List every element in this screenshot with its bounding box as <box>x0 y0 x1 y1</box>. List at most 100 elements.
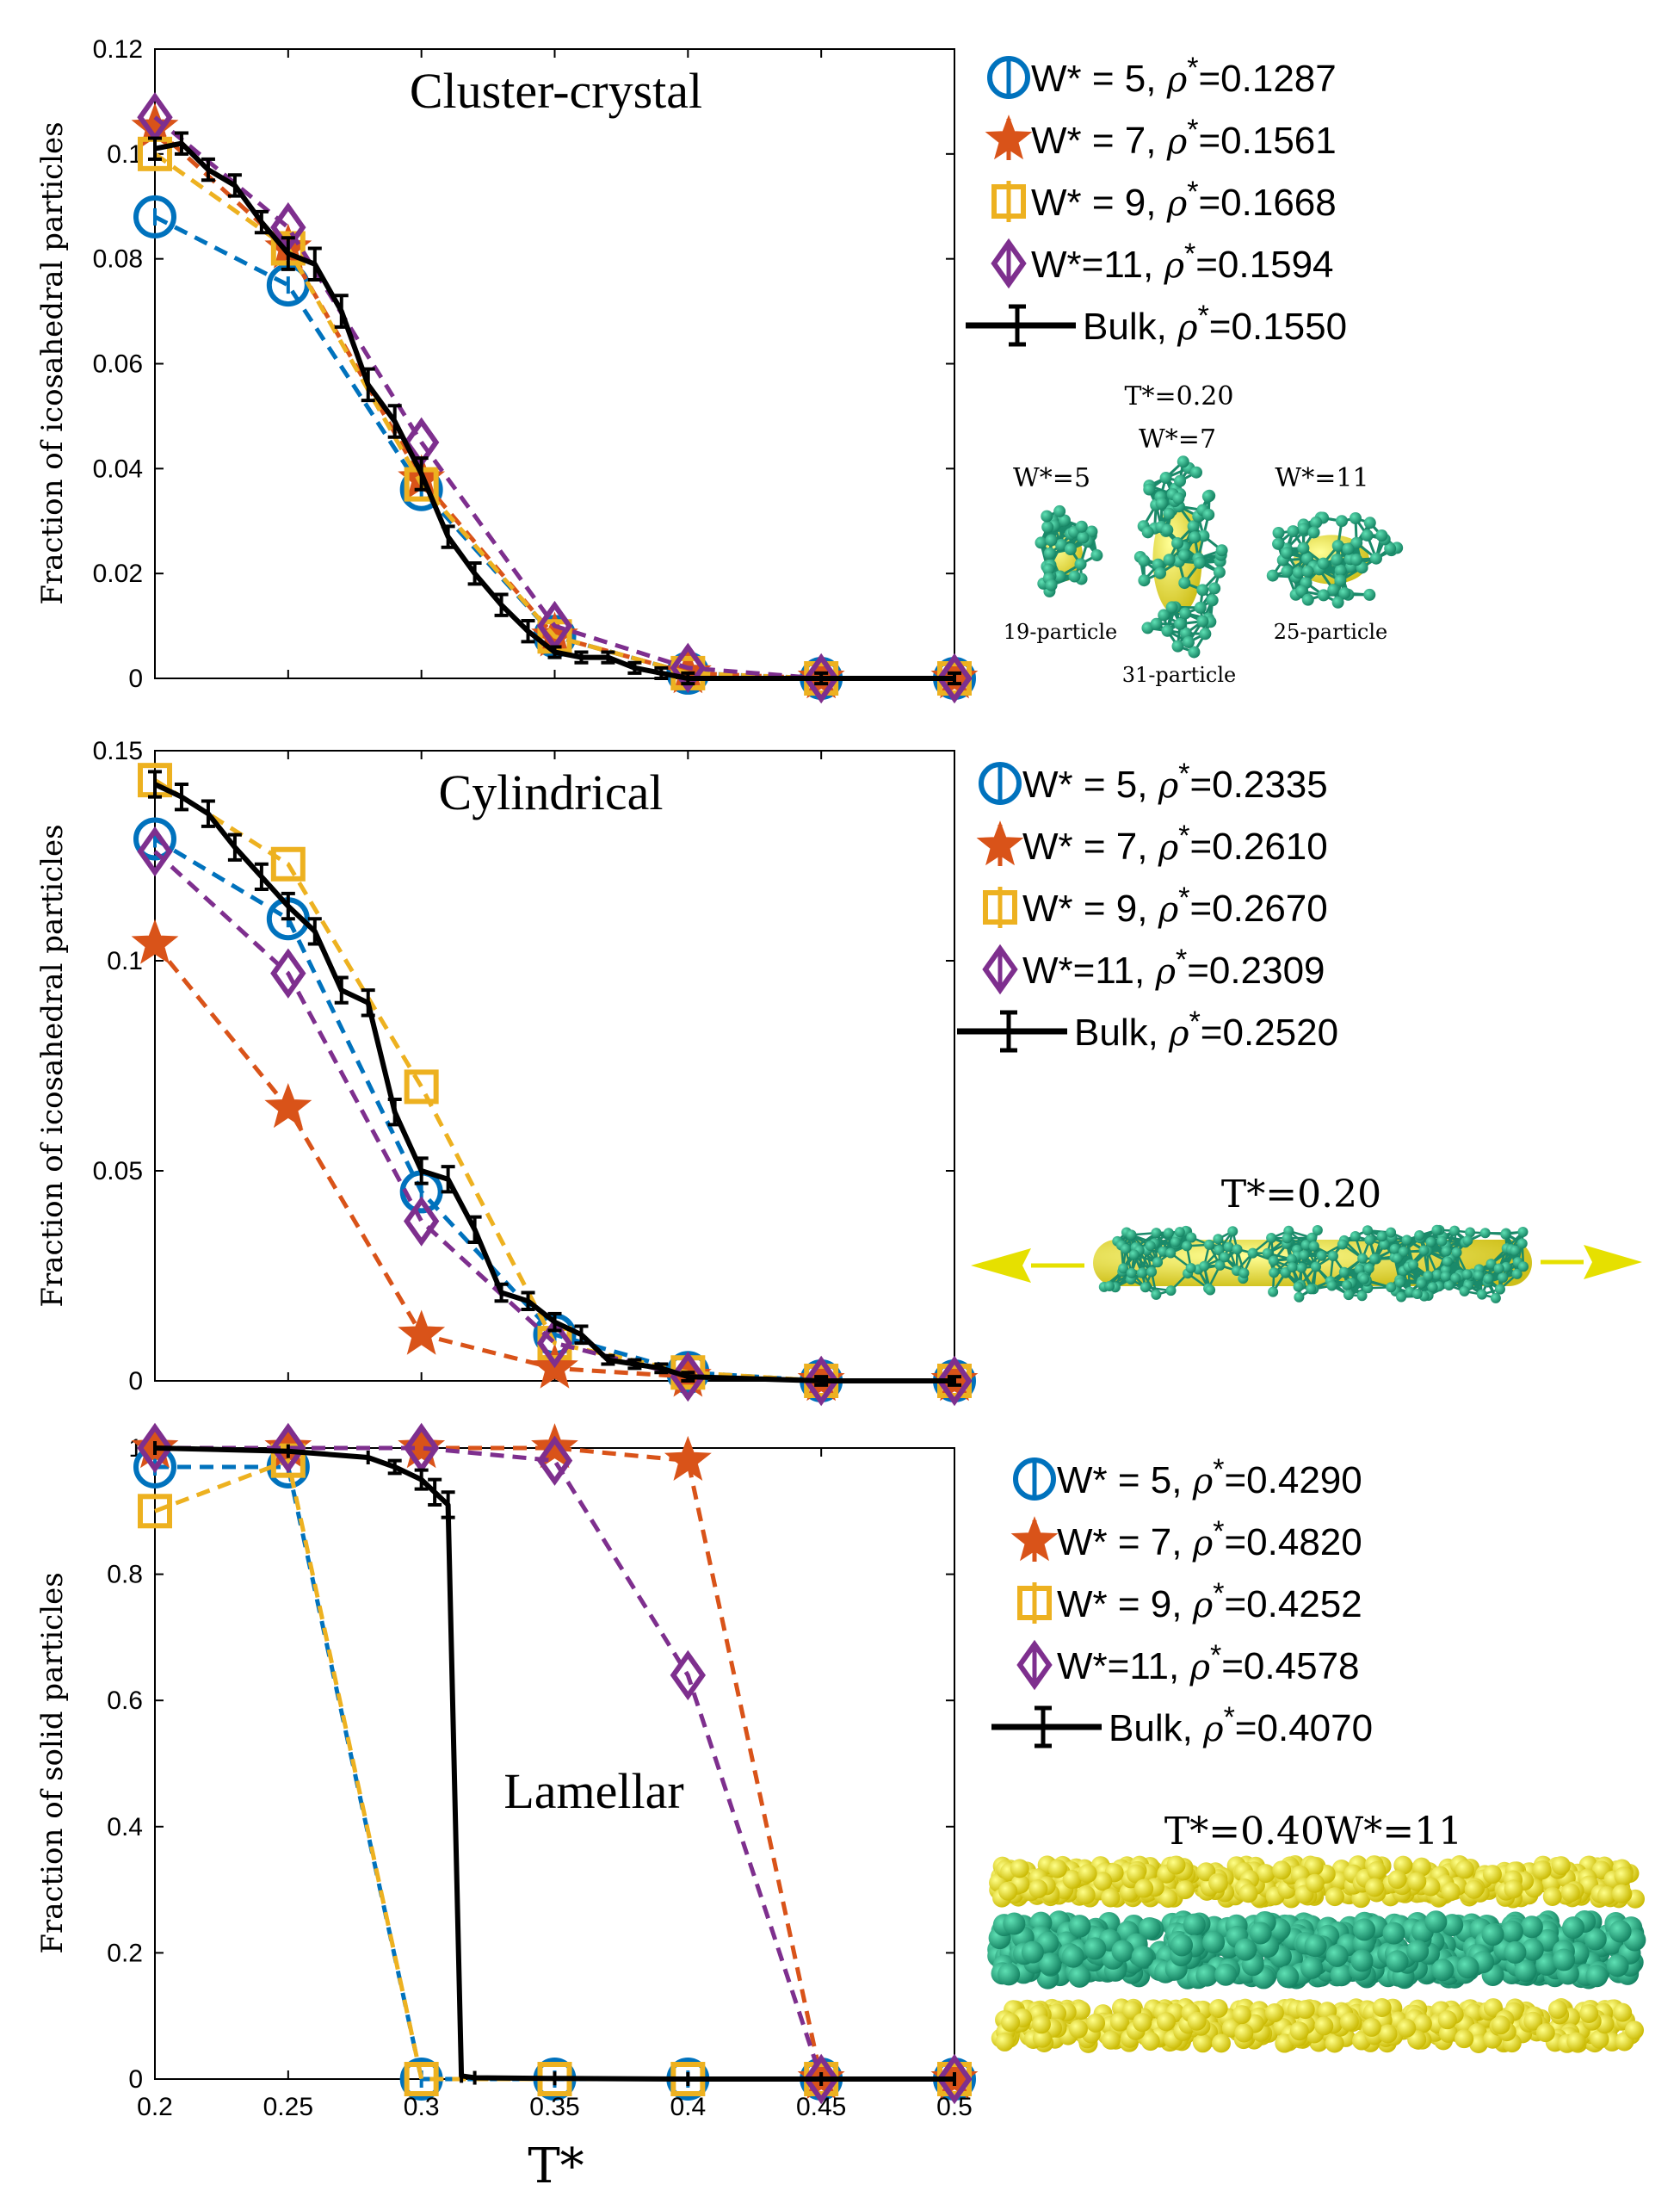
bead <box>1138 1916 1161 1940</box>
bead <box>1455 1860 1474 1879</box>
snapshot-cylinder: T*=0.20 <box>971 1173 1642 1303</box>
bead <box>1101 2030 1121 2050</box>
data-point <box>803 653 839 704</box>
bead <box>1289 2021 1309 2041</box>
bead <box>1455 2029 1474 2049</box>
bead <box>1187 2011 1207 2031</box>
bead <box>1442 1256 1453 1267</box>
bead <box>1187 520 1200 533</box>
bead <box>1199 628 1212 641</box>
arrow-left-icon <box>971 1248 1084 1283</box>
bead <box>1076 1885 1096 1905</box>
bead <box>1376 1231 1387 1242</box>
legend-marker <box>987 56 1030 99</box>
bead <box>1431 1959 1455 1982</box>
y-tick-label: 0.8 <box>107 1561 143 1589</box>
bead <box>1118 1263 1129 1274</box>
legend-marker <box>1017 1586 1052 1620</box>
bead <box>1350 1231 1361 1242</box>
bead <box>1535 2023 1555 2043</box>
rho-star: * <box>1187 52 1198 84</box>
bead <box>1170 1934 1194 1957</box>
bead <box>1161 624 1174 637</box>
cluster-31-particle-image <box>1133 455 1228 659</box>
rho-star: * <box>1213 1515 1224 1548</box>
rho-star: * <box>1187 114 1198 146</box>
bead <box>1331 539 1344 552</box>
bead <box>1397 2018 1417 2038</box>
bead <box>1350 536 1363 549</box>
bead <box>1093 1872 1113 1891</box>
y-tick-label: 0.04 <box>93 455 143 483</box>
rho-star: * <box>1178 820 1189 852</box>
x-tick-label: 0.4 <box>670 2093 706 2121</box>
y-tick-label: 0 <box>128 665 143 693</box>
bead <box>1382 1922 1405 1945</box>
data-point <box>403 1196 440 1247</box>
y-tick-label: 0.05 <box>93 1157 143 1185</box>
bead <box>1293 1281 1304 1292</box>
bead <box>1033 2028 1053 2048</box>
bead <box>1262 1247 1273 1259</box>
legend-value: =0.1561 <box>1198 120 1336 162</box>
bead <box>1150 617 1163 630</box>
data-point <box>270 948 306 999</box>
bead <box>1483 1273 1494 1284</box>
bead <box>1339 2012 1359 2032</box>
bead <box>1479 1228 1491 1239</box>
bead <box>1341 1279 1352 1290</box>
legend-value: =0.2610 <box>1189 826 1327 868</box>
bead <box>1143 483 1156 496</box>
bead <box>1609 1920 1632 1943</box>
bead <box>1520 1915 1543 1939</box>
bead <box>1464 1879 1484 1899</box>
bead <box>1134 1878 1154 1898</box>
bead <box>1045 579 1058 591</box>
bead <box>1449 1225 1461 1236</box>
legend-marker <box>983 890 1017 925</box>
legend-marker <box>991 184 1026 219</box>
data-point <box>131 919 179 964</box>
bead <box>1441 1246 1452 1257</box>
bead <box>1256 1864 1275 1884</box>
legend-marker <box>1010 1516 1059 1562</box>
bead <box>1358 1273 1369 1284</box>
bead <box>1281 547 1294 560</box>
x-tick-label: 0.2 <box>137 2093 173 2121</box>
bead <box>1334 574 1347 587</box>
bead <box>1053 570 1066 583</box>
bead <box>1386 1950 1409 1973</box>
legend-value: =0.4252 <box>1224 1583 1362 1625</box>
series-group <box>131 92 979 704</box>
legend-value: =0.2309 <box>1187 950 1325 992</box>
x-tick-label: 0.3 <box>404 2093 440 2121</box>
data-point <box>936 1355 973 1407</box>
panel-cluster-crystal: 0 0.02 0.04 0.06 0.08 0.1 0.12 Cluster-crystal… <box>35 35 1347 704</box>
bead <box>1532 1860 1552 1880</box>
bead <box>1306 1232 1318 1243</box>
bead <box>1199 1260 1210 1272</box>
bead <box>1272 1860 1292 1880</box>
bead <box>1232 2005 1251 2025</box>
legend-marker <box>991 238 1027 289</box>
bead <box>1310 516 1323 529</box>
bead <box>1215 544 1228 557</box>
bead <box>1423 1271 1434 1282</box>
snapshot-w7-label: W*=7 <box>1139 424 1216 455</box>
bead <box>1343 1290 1354 1301</box>
bead <box>1170 1236 1181 1247</box>
bead <box>1126 1267 1137 1278</box>
rho-star: * <box>1198 300 1209 332</box>
bead <box>1161 523 1174 536</box>
bead <box>1234 2023 1254 2043</box>
bead <box>1416 1278 1427 1289</box>
y-tick-label: 0 <box>128 2065 143 2094</box>
data-point <box>536 1317 573 1369</box>
bead <box>1330 1964 1353 1987</box>
bead <box>1214 1259 1226 1271</box>
bead <box>1045 534 1058 547</box>
bead <box>1427 1282 1438 1293</box>
bead <box>1614 1866 1634 1886</box>
bead <box>1163 507 1176 520</box>
bead <box>1159 472 1172 485</box>
